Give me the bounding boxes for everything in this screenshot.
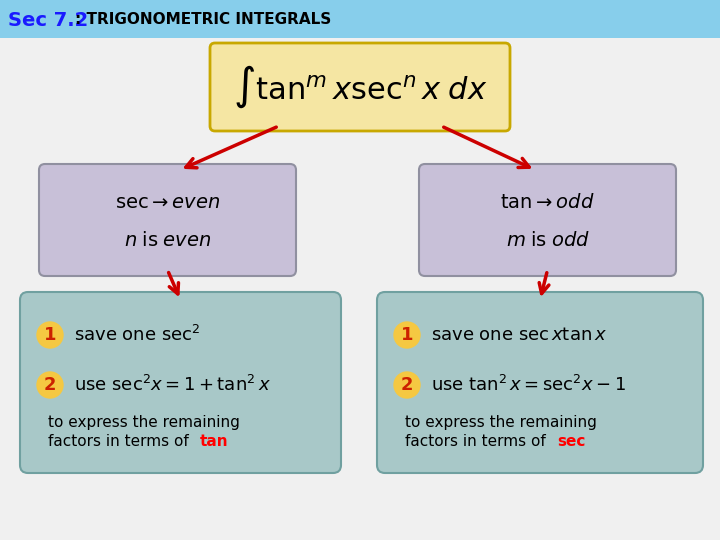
- Text: to express the remaining: to express the remaining: [405, 415, 597, 429]
- Text: save one $\mathrm{sec}^2$: save one $\mathrm{sec}^2$: [74, 325, 200, 345]
- Text: $\mathrm{sec} \rightarrow \mathit{even}$: $\mathrm{sec} \rightarrow \mathit{even}$: [114, 193, 220, 213]
- FancyBboxPatch shape: [39, 164, 296, 276]
- Text: to express the remaining: to express the remaining: [48, 415, 240, 429]
- Text: 2: 2: [44, 376, 56, 394]
- FancyBboxPatch shape: [210, 43, 510, 131]
- FancyBboxPatch shape: [377, 292, 703, 473]
- FancyBboxPatch shape: [20, 292, 341, 473]
- Text: 1: 1: [401, 326, 413, 344]
- Text: : TRIGONOMETRIC INTEGRALS: : TRIGONOMETRIC INTEGRALS: [75, 12, 331, 28]
- Text: Sec 7.2: Sec 7.2: [8, 10, 89, 30]
- Text: tan: tan: [200, 435, 229, 449]
- Text: factors in terms of: factors in terms of: [405, 435, 551, 449]
- Text: 1: 1: [44, 326, 56, 344]
- Text: 2: 2: [401, 376, 413, 394]
- Text: save one $\mathrm{sec}\, x \tan x$: save one $\mathrm{sec}\, x \tan x$: [431, 326, 607, 344]
- Text: $\int \tan^m x \sec^n x \; dx$: $\int \tan^m x \sec^n x \; dx$: [233, 64, 487, 110]
- FancyBboxPatch shape: [0, 0, 720, 38]
- Text: use $\tan^2 x = \mathrm{sec}^2 x - 1$: use $\tan^2 x = \mathrm{sec}^2 x - 1$: [431, 375, 626, 395]
- Text: $\mathrm{tan} \rightarrow \mathit{odd}$: $\mathrm{tan} \rightarrow \mathit{odd}$: [500, 193, 595, 213]
- Text: $n \; \mathrm{is} \; \mathit{even}$: $n \; \mathrm{is} \; \mathit{even}$: [124, 231, 211, 249]
- Text: $m \; \mathrm{is} \; \mathit{odd}$: $m \; \mathrm{is} \; \mathit{odd}$: [505, 231, 590, 249]
- Text: factors in terms of: factors in terms of: [48, 435, 194, 449]
- Text: sec: sec: [557, 435, 585, 449]
- Text: use $\mathrm{sec}^2 x = 1 + \tan^2 x$: use $\mathrm{sec}^2 x = 1 + \tan^2 x$: [74, 375, 271, 395]
- FancyBboxPatch shape: [419, 164, 676, 276]
- Circle shape: [394, 322, 420, 348]
- Circle shape: [37, 322, 63, 348]
- Circle shape: [394, 372, 420, 398]
- Circle shape: [37, 372, 63, 398]
